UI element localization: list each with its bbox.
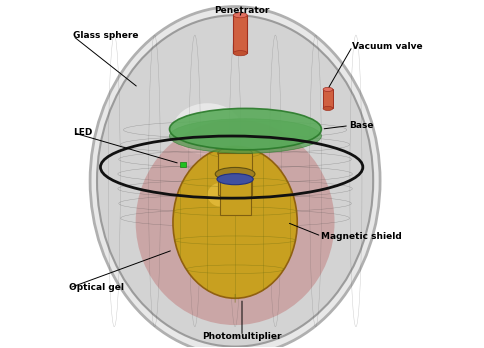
Ellipse shape [208,183,235,207]
FancyBboxPatch shape [180,162,186,167]
Text: Optical gel: Optical gel [69,283,124,292]
Text: Base: Base [349,121,374,130]
Ellipse shape [173,103,242,155]
Ellipse shape [90,7,380,348]
Ellipse shape [218,147,252,159]
FancyBboxPatch shape [218,153,252,195]
Ellipse shape [215,167,255,181]
Text: Penetrator: Penetrator [214,6,270,15]
Text: Magnetic shield: Magnetic shield [321,232,402,240]
Ellipse shape [173,147,297,298]
FancyBboxPatch shape [233,15,247,53]
Ellipse shape [323,106,333,110]
Text: LED: LED [73,128,92,137]
Text: Photomultiplier: Photomultiplier [202,332,282,341]
Ellipse shape [233,13,247,18]
Ellipse shape [169,119,321,153]
Ellipse shape [217,174,253,185]
Text: Glass sphere: Glass sphere [73,31,138,40]
Ellipse shape [136,120,334,325]
Ellipse shape [323,87,333,92]
Ellipse shape [233,50,247,56]
FancyBboxPatch shape [220,181,251,215]
Text: Vacuum valve: Vacuum valve [352,42,423,51]
Ellipse shape [97,15,373,347]
FancyBboxPatch shape [323,89,333,109]
Ellipse shape [169,109,321,150]
